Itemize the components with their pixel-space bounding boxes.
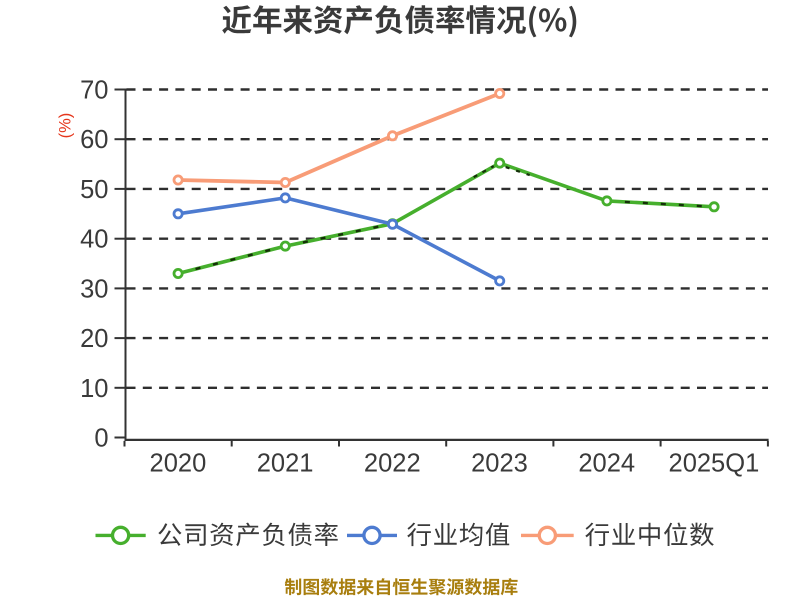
svg-text:70: 70 bbox=[80, 77, 108, 105]
svg-text:40: 40 bbox=[80, 226, 108, 254]
svg-text:30: 30 bbox=[80, 275, 108, 303]
svg-text:2020: 2020 bbox=[150, 450, 207, 478]
svg-text:20: 20 bbox=[80, 325, 108, 353]
svg-text:50: 50 bbox=[80, 176, 108, 204]
svg-text:60: 60 bbox=[80, 126, 108, 154]
svg-text:0: 0 bbox=[94, 425, 108, 453]
svg-text:2021: 2021 bbox=[257, 450, 314, 478]
svg-text:10: 10 bbox=[80, 375, 108, 403]
svg-text:2023: 2023 bbox=[471, 450, 528, 478]
svg-text:(%): (%) bbox=[57, 113, 75, 139]
svg-text:2025Q1: 2025Q1 bbox=[669, 450, 760, 478]
svg-text:2022: 2022 bbox=[364, 450, 421, 478]
svg-text:2024: 2024 bbox=[578, 450, 635, 478]
